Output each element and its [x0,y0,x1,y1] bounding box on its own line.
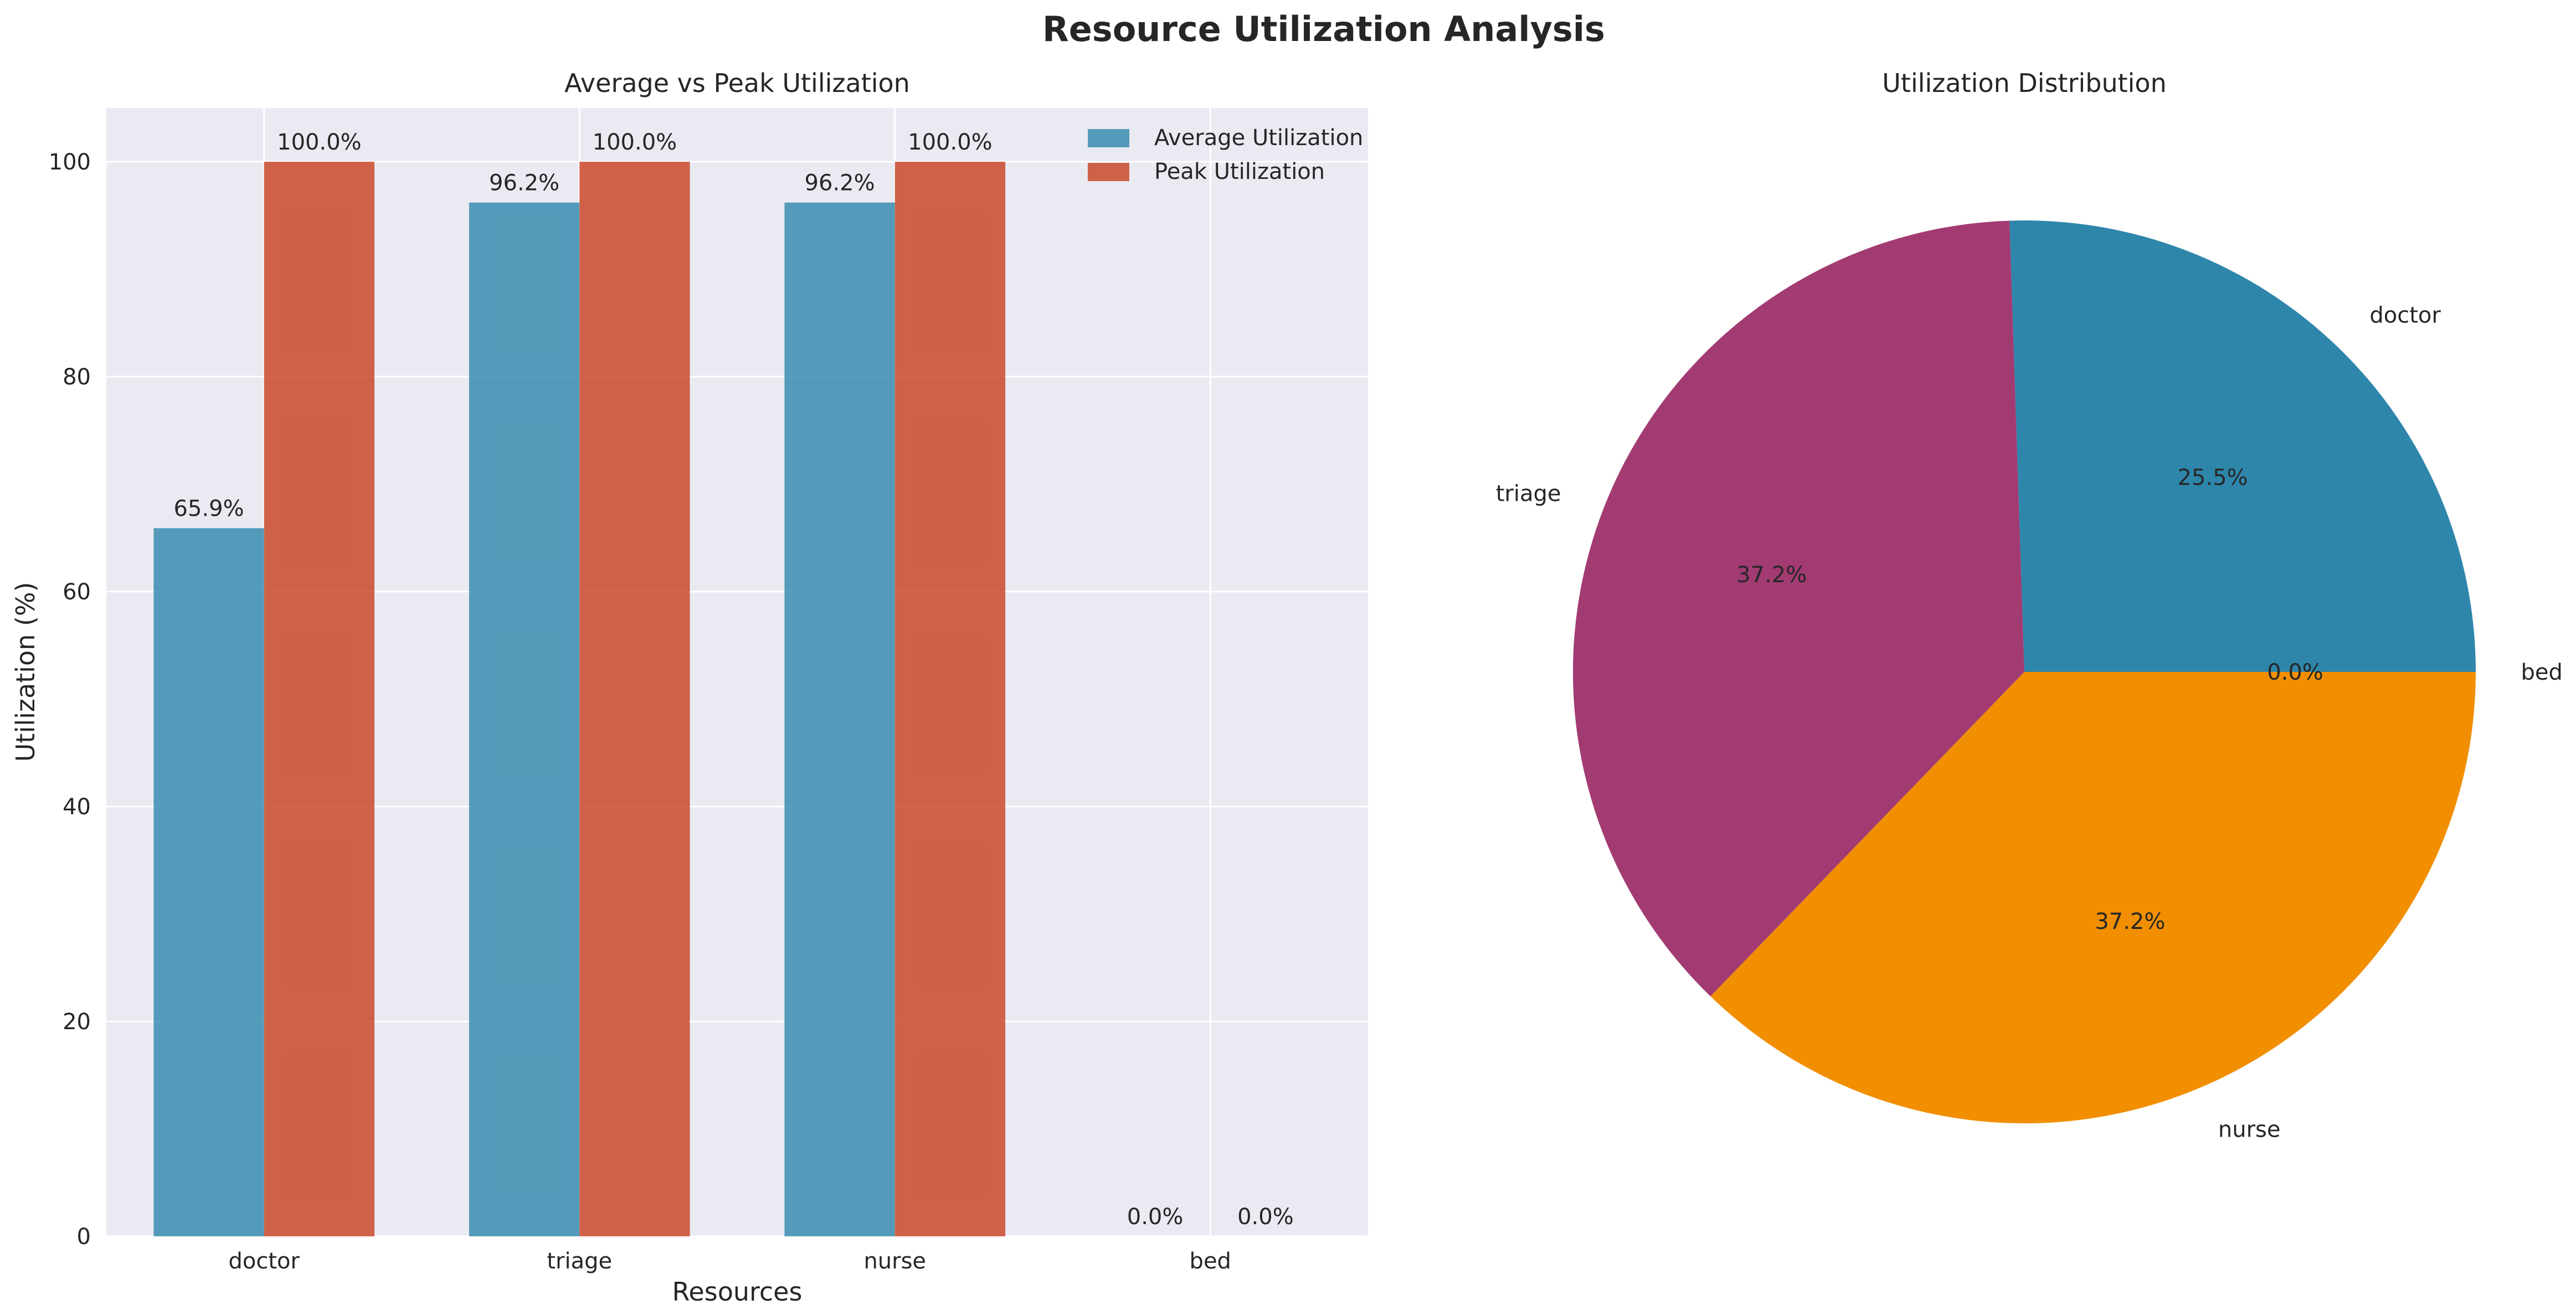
y-tick-label: 40 [63,794,91,820]
pie-label-doctor: doctor [2369,303,2441,328]
pie-slice-doctor [2009,220,2476,672]
bar-data-label: 0.0% [1127,1204,1184,1230]
bar-marks [153,162,1006,1237]
bar-data-label: 100.0% [593,130,677,155]
y-tick-label: 80 [63,364,91,390]
peak-bar-triage [579,162,690,1236]
pie-chart-title: Utilization Distribution [1882,68,2166,98]
legend-swatch-average [1088,129,1129,147]
legend-swatch-peak [1088,163,1129,181]
y-tick-label: 100 [49,150,91,175]
legend-label-average: Average Utilization [1154,125,1363,151]
bar-chart: 0 20 40 60 80 100 doctor triage nurse bed 65.9% 9… [11,68,1368,1307]
x-tick-label: nurse [863,1249,926,1274]
pie-label-triage: triage [1496,481,1561,507]
bar-legend: Average Utilization Peak Utilization [1088,125,1363,184]
bar-y-axis-label: Utilization (%) [11,582,40,762]
y-tick-label: 60 [63,579,91,605]
average-bar-doctor [153,528,264,1236]
pie-label-nurse: nurse [2218,1117,2281,1142]
peak-bar-nurse [894,162,1006,1236]
bar-x-tick-labels: doctor triage nurse bed [229,1249,1231,1274]
bar-data-label: 0.0% [1237,1204,1294,1230]
x-tick-label: doctor [229,1249,300,1274]
pie-label-bed: bed [2521,660,2563,685]
peak-bar-doctor [264,162,375,1236]
bar-data-labels: 65.9% 96.2% 96.2% 0.0% 100.0% 100.0% 100.0% 0.0… [174,130,1294,1230]
figure-title: Resource Utilization Analysis [1042,9,1605,49]
bar-data-label: 65.9% [174,496,244,522]
bar-data-label: 96.2% [489,171,559,196]
y-tick-label: 20 [63,1009,91,1035]
average-bar-nurse [784,202,895,1237]
pie-percent-label: 37.2% [2095,909,2165,934]
pie-percent-label: 0.0% [2267,660,2323,685]
x-tick-label: bed [1190,1249,1231,1274]
bar-data-label: 96.2% [805,171,875,196]
bar-chart-title: Average vs Peak Utilization [564,68,910,98]
bar-data-label: 100.0% [277,130,362,155]
pie-slice-triage [1573,220,2024,996]
x-tick-label: triage [547,1249,612,1274]
pie-slice-nurse [1710,672,2476,1124]
y-tick-label: 0 [77,1224,91,1250]
pie-slices [1573,220,2476,1124]
average-bar-triage [469,202,580,1237]
bar-x-axis-label: Resources [672,1277,803,1307]
legend-label-peak: Peak Utilization [1154,159,1325,184]
pie-percent-label: 37.2% [1736,562,1807,588]
pie-chart: Utilization Distribution doctor 25.5% tria… [1496,68,2563,1142]
bar-data-label: 100.0% [908,130,993,155]
pie-percent-label: 25.5% [2177,465,2248,491]
pie-labels: doctor 25.5% triage 37.2% nurse 37.2% bed 0.0% [1496,303,2563,1143]
bar-y-tick-labels: 0 20 40 60 80 100 [49,150,91,1250]
